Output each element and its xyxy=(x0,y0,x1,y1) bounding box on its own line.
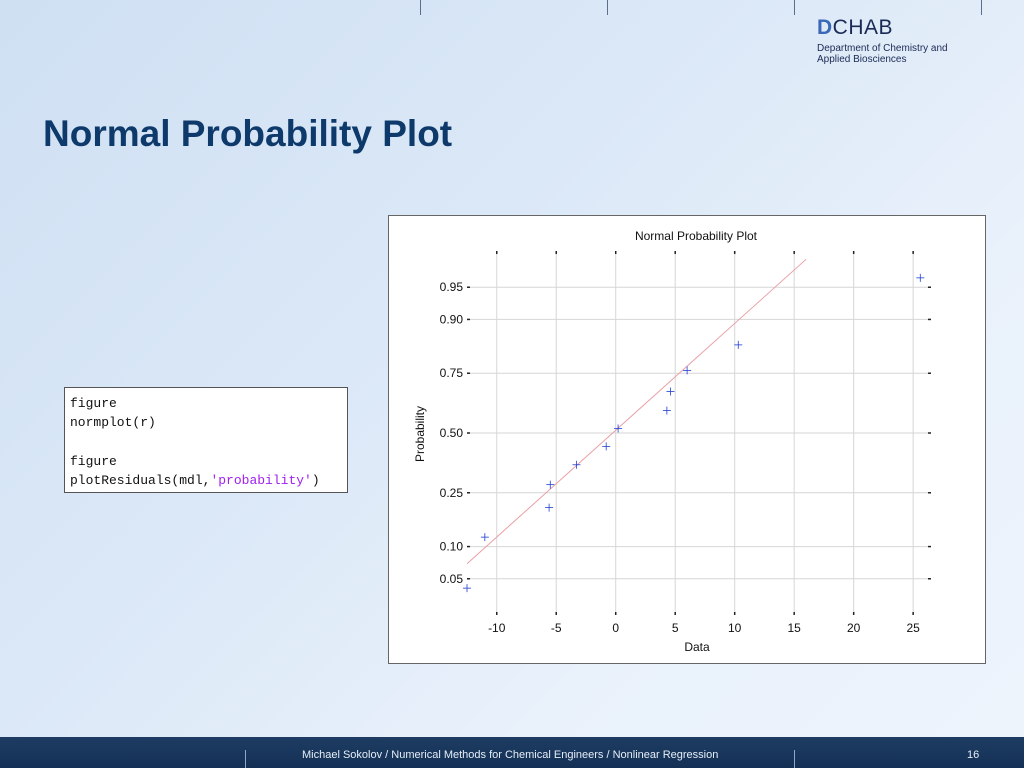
footer-separator xyxy=(245,750,246,768)
code-line: normplot(r) xyxy=(70,415,156,431)
data-point xyxy=(602,442,611,451)
figure-panel: Normal Probability Plot -10 -5 0 5 10 15 20 25 … xyxy=(388,215,986,664)
top-divider-tick xyxy=(981,0,982,15)
data-point xyxy=(662,406,671,415)
y-axis-label: Probability xyxy=(413,406,427,462)
x-tick-label: 5 xyxy=(672,621,679,635)
data-point xyxy=(666,387,675,396)
logo-mark: DCHAB xyxy=(817,17,948,39)
page-number: 16 xyxy=(967,749,980,761)
x-axis-label: Data xyxy=(684,640,710,654)
code-line xyxy=(70,433,347,452)
code-line: plotResiduals(mdl,'probability') xyxy=(70,471,347,490)
normal-probability-chart: Normal Probability Plot -10 -5 0 5 10 15 20 25 … xyxy=(413,229,931,654)
chart-title: Normal Probability Plot xyxy=(635,229,758,243)
data-point xyxy=(546,480,555,489)
x-tick-label: 0 xyxy=(612,621,619,635)
y-tick-label: 0.95 xyxy=(440,280,464,294)
x-tick-labels: -10 -5 0 5 10 15 20 25 xyxy=(488,621,920,635)
y-tick-labels: 0.05 0.10 0.25 0.50 0.75 0.90 0.95 xyxy=(440,280,464,586)
code-line: figure xyxy=(70,396,117,411)
data-point xyxy=(683,366,692,375)
reference-line xyxy=(466,258,807,565)
top-divider-tick xyxy=(794,0,795,15)
dchab-logo: DCHAB Department of Chemistry and Applie… xyxy=(817,17,948,66)
data-point xyxy=(463,584,471,593)
logo-subtitle-line2: Applied Biosciences xyxy=(817,54,907,65)
data-point xyxy=(614,424,623,433)
logo-mark-rest: CHAB xyxy=(832,16,894,39)
y-tick-label: 0.25 xyxy=(440,486,464,500)
logo-subtitle-line1: Department of Chemistry and xyxy=(817,43,948,54)
code-text: ) xyxy=(311,473,320,489)
x-tick-label: 15 xyxy=(787,621,801,635)
data-point xyxy=(545,503,554,512)
data-point xyxy=(734,340,743,349)
data-point xyxy=(480,533,489,542)
top-divider-tick xyxy=(607,0,608,15)
code-text: plotResiduals(mdl, xyxy=(70,473,211,489)
data-point xyxy=(916,273,925,282)
y-tick-label: 0.05 xyxy=(440,572,464,586)
x-tick-label: -5 xyxy=(551,621,562,635)
x-tick-label: 10 xyxy=(728,621,742,635)
y-tick-label: 0.50 xyxy=(440,426,464,440)
code-line: figure xyxy=(70,453,117,469)
y-tick-label: 0.75 xyxy=(440,366,464,380)
x-tick-label: -10 xyxy=(488,621,506,635)
chart-grid xyxy=(467,251,931,615)
footer-bar: Michael Sokolov / Numerical Methods for … xyxy=(0,737,1024,768)
footer-separator xyxy=(794,750,795,768)
data-point xyxy=(572,460,581,469)
x-tick-label: 20 xyxy=(847,621,861,635)
logo-mark-d: D xyxy=(817,16,833,39)
code-string: 'probability' xyxy=(210,473,312,489)
reference-line-group xyxy=(466,258,807,565)
top-divider-tick xyxy=(420,0,421,15)
code-snippet: figure normplot(r) figure plotResiduals(… xyxy=(64,387,348,493)
footer-text: Michael Sokolov / Numerical Methods for … xyxy=(302,749,719,761)
y-tick-label: 0.90 xyxy=(440,312,464,326)
data-points xyxy=(463,273,925,593)
x-tick-label: 25 xyxy=(906,621,920,635)
slide-title: Normal Probability Plot xyxy=(43,113,453,154)
y-tick-label: 0.10 xyxy=(440,540,464,554)
